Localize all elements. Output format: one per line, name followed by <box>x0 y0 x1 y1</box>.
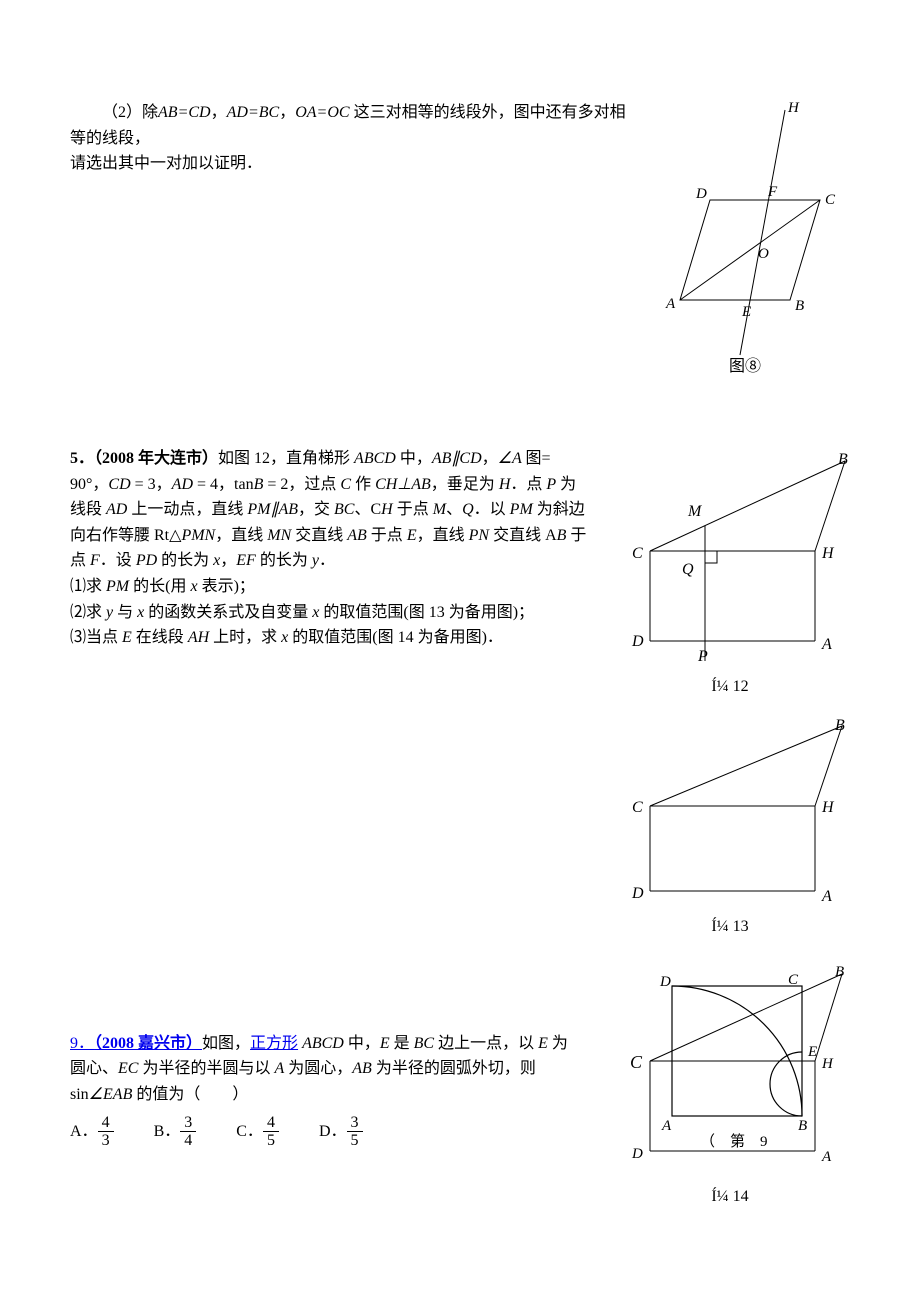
svg-text:F: F <box>767 184 778 200</box>
svg-text:A: A <box>661 1118 672 1134</box>
svg-text:A: A <box>821 1149 832 1165</box>
svg-text:B: B <box>835 717 845 734</box>
svg-text:C: C <box>632 545 643 562</box>
svg-text:C: C <box>788 972 799 988</box>
svg-text:O: O <box>758 246 769 262</box>
svg-text:P: P <box>697 648 708 665</box>
svg-text:D: D <box>631 633 644 650</box>
svg-text:D: D <box>695 186 707 202</box>
svg-text:D: D <box>631 1146 643 1162</box>
svg-text:D: D <box>631 885 644 902</box>
svg-text:C: C <box>630 1052 643 1072</box>
fig8-caption-partial: 图⑧ <box>729 358 761 375</box>
svg-text:B: B <box>838 451 848 468</box>
svg-text:D: D <box>659 974 671 990</box>
question-5: 5．（2008 年大连市）如图 12，直角梯形 ABCD 中，AB∥CD，∠A … <box>70 446 590 651</box>
svg-text:C: C <box>632 799 643 816</box>
svg-text:H: H <box>821 799 835 816</box>
svg-text:M: M <box>687 503 703 520</box>
figure-14: B C H D A D C E A B （ 第 9 Í¼ 14 <box>610 956 850 1206</box>
svg-text:A: A <box>665 296 676 312</box>
svg-text:B: B <box>835 964 844 980</box>
svg-text:A: A <box>821 636 832 653</box>
svg-text:H: H <box>821 1056 834 1072</box>
figure-12: B M C H Q D P A Í¼ 12 <box>610 446 850 696</box>
svg-text:E: E <box>741 304 751 320</box>
svg-text:H: H <box>787 100 800 116</box>
figure-8: H D F C O A E B 图⑧ <box>640 100 850 386</box>
svg-text:A: A <box>821 888 832 905</box>
figure-13: B C H D A Í¼ 13 <box>610 716 850 936</box>
answer-options: A．43 B．34 C．45 D．35 <box>70 1114 570 1150</box>
svg-text:（ 第 9: （ 第 9 <box>700 1132 768 1150</box>
svg-text:B: B <box>798 1118 807 1134</box>
svg-text:H: H <box>821 545 835 562</box>
figure-8-svg: H D F C O A E B <box>640 100 850 360</box>
svg-text:B: B <box>795 298 804 314</box>
svg-text:Q: Q <box>682 561 694 578</box>
svg-text:C: C <box>825 192 836 208</box>
svg-text:E: E <box>807 1044 817 1060</box>
question-9: 9．（2008 嘉兴市）如图，正方形 ABCD 中，E 是 BC 边上一点，以 … <box>70 1031 570 1150</box>
